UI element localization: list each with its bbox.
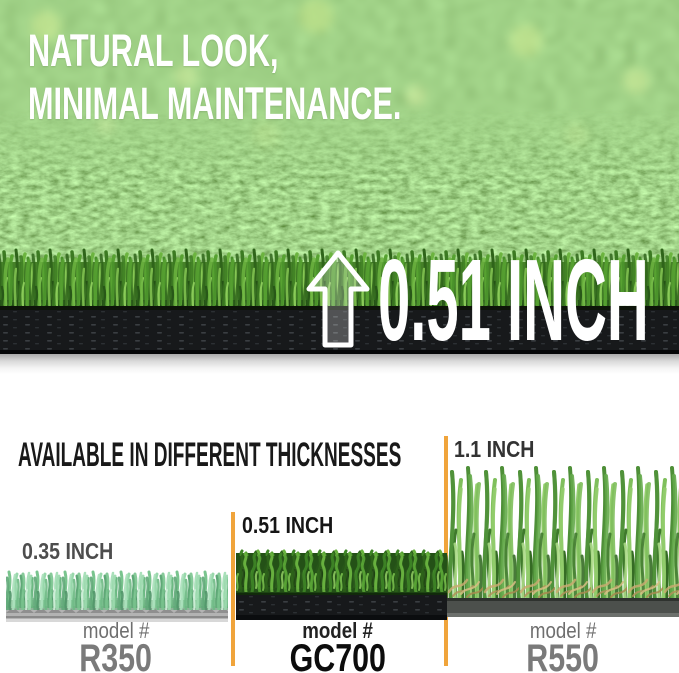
r350-sample-image — [6, 564, 228, 622]
hero-grass-photo: NATURAL LOOK, MINIMAL MAINTENANCE. 0.51 … — [0, 0, 679, 374]
orange-divider — [231, 512, 235, 666]
gc700-sample-image — [236, 549, 447, 620]
thickness-callout: 0.51 INCH — [306, 235, 679, 365]
up-arrow-icon — [306, 250, 370, 348]
hero-headline: NATURAL LOOK, MINIMAL MAINTENANCE. — [28, 24, 577, 130]
thickness-label-r550: 1.1 INCH — [454, 436, 535, 462]
thickness-callout-value: 0.51 INCH — [378, 235, 649, 365]
thickness-label-r350: 0.35 INCH — [22, 538, 114, 564]
section-heading: AVAILABLE IN DIFFERENT THICKNESSES — [18, 436, 402, 474]
model-label-gc700: model # GC700 — [289, 618, 387, 673]
blurred-grass-bokeh — [0, 0, 679, 182]
r550-sample-image — [447, 460, 679, 617]
headline-line1: NATURAL LOOK, — [28, 25, 279, 76]
headline-line2: MINIMAL MAINTENANCE. — [28, 78, 402, 129]
model-label-r550: model # R550 — [526, 618, 600, 673]
bokeh-highlights — [0, 0, 679, 182]
thickness-label-gc700: 0.51 INCH — [242, 512, 334, 538]
floor-shadow — [0, 354, 679, 374]
model-label-r350: model # R350 — [79, 618, 153, 673]
